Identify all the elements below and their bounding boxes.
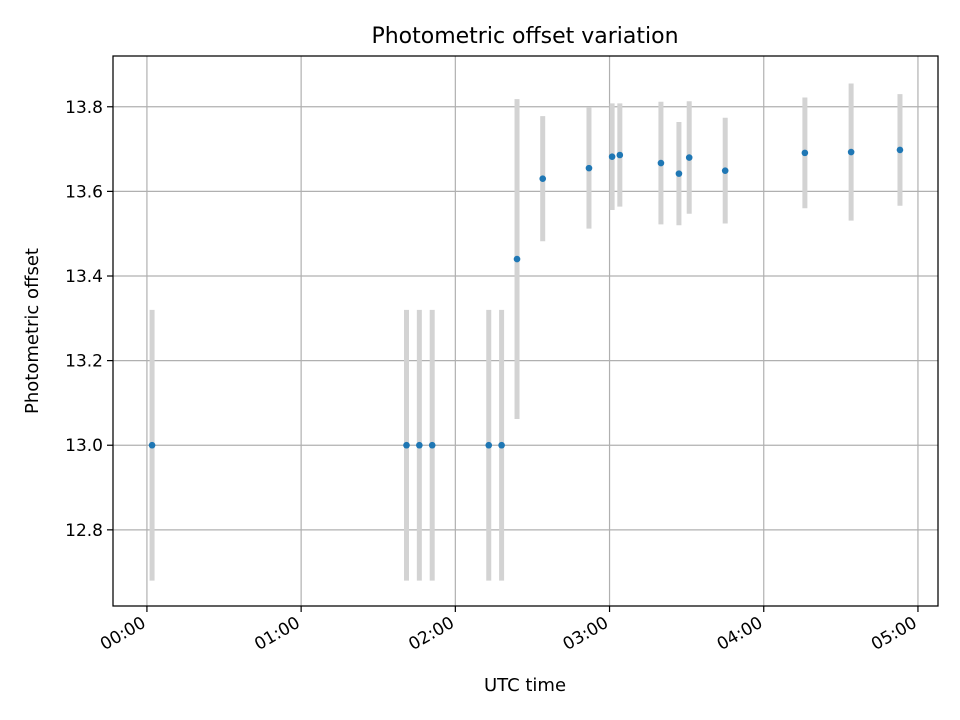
data-point	[513, 255, 521, 263]
data-point	[675, 170, 683, 177]
data-point	[428, 441, 436, 449]
grid	[113, 56, 938, 606]
chart-title: Photometric offset variation	[371, 24, 678, 49]
data-point	[403, 441, 410, 449]
data-point	[485, 441, 493, 449]
x-tick-label: 03:00	[560, 613, 612, 655]
y-tick-label: 13.4	[65, 267, 103, 287]
y-tick-label: 13.8	[65, 98, 103, 118]
data-point	[657, 159, 665, 167]
data-point	[847, 148, 855, 156]
data-point	[616, 151, 624, 159]
x-tick-label: 01:00	[251, 613, 303, 655]
y-tick-label: 13.0	[65, 436, 103, 456]
x-tick-label: 00:00	[97, 613, 149, 655]
data-point	[498, 441, 505, 449]
data-point	[148, 441, 156, 449]
plot-frame	[112, 55, 939, 607]
ticks: 00:00 01:00 02:00 03:00 04:00 05:00 12.8 13.0 13…	[65, 98, 920, 655]
data-point	[801, 149, 809, 157]
y-tick-label: 13.2	[65, 352, 103, 372]
data-point	[585, 164, 593, 172]
data-points	[148, 146, 904, 449]
data-point	[896, 146, 904, 154]
data-point	[685, 154, 693, 161]
data-point	[539, 175, 547, 182]
y-tick-label: 13.6	[65, 182, 103, 202]
y-axis-label: Photometric offset	[22, 248, 43, 414]
x-tick-label: 05:00	[868, 613, 920, 655]
data-point	[608, 153, 616, 160]
errorbars	[149, 83, 903, 581]
y-tick-label: 12.8	[65, 521, 103, 541]
x-axis-label: UTC time	[484, 675, 566, 696]
data-point	[416, 441, 423, 449]
x-tick-label: 02:00	[405, 613, 457, 655]
data-point	[721, 167, 729, 174]
x-tick-label: 04:00	[714, 613, 766, 655]
